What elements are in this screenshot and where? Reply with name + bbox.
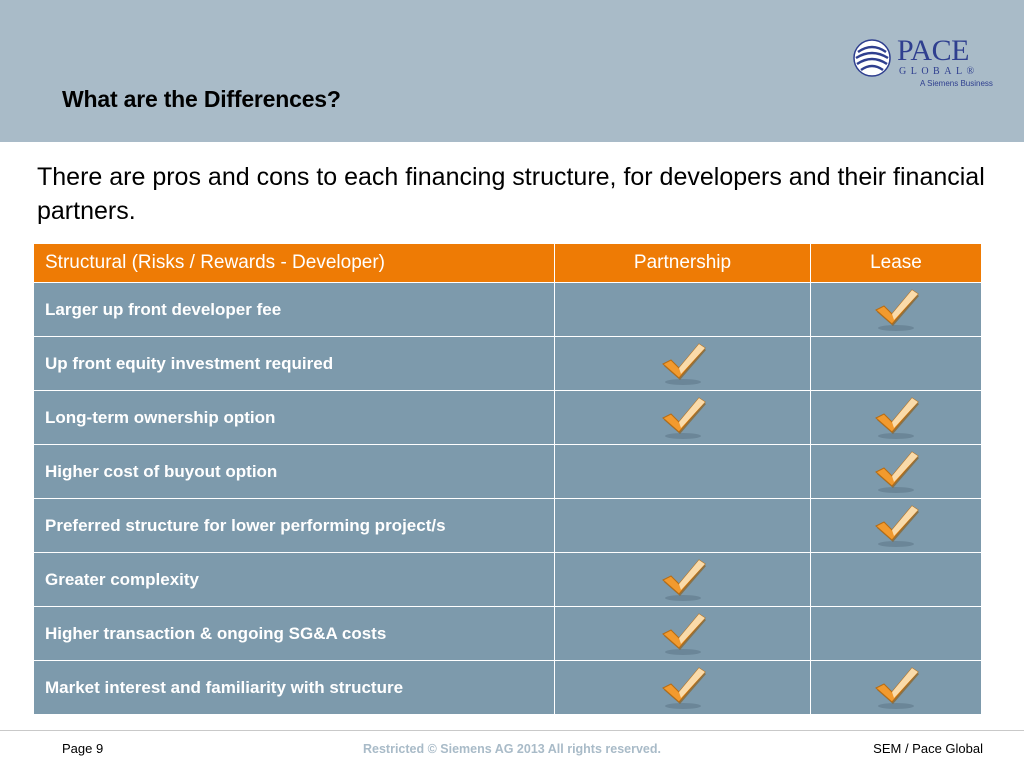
cell-lease	[810, 336, 982, 391]
table-row: Up front equity investment required	[33, 336, 982, 391]
row-label: Market interest and familiarity with str…	[33, 660, 555, 715]
row-label: Up front equity investment required	[33, 336, 555, 391]
table-row: Larger up front developer fee	[33, 282, 982, 337]
checkmark-icon	[661, 558, 706, 601]
cell-lease	[810, 606, 982, 661]
logo-subtitle: GLOBAL®	[899, 66, 979, 77]
cell-lease	[810, 282, 982, 337]
header-structural: Structural (Risks / Rewards - Developer)	[33, 243, 555, 283]
cell-partnership	[554, 444, 811, 499]
table-row: Long-term ownership option	[33, 390, 982, 445]
table-row: Preferred structure for lower performing…	[33, 498, 982, 553]
row-label: Higher transaction & ongoing SG&A costs	[33, 606, 555, 661]
pace-global-globe-icon	[853, 39, 891, 77]
cell-partnership	[554, 660, 811, 715]
cell-partnership	[554, 390, 811, 445]
page-number: Page 9	[62, 741, 104, 756]
table-row: Higher cost of buyout option	[33, 444, 982, 499]
table-row: Greater complexity	[33, 552, 982, 607]
header-lease: Lease	[810, 243, 982, 283]
cell-lease	[810, 444, 982, 499]
checkmark-icon	[875, 666, 919, 709]
cell-lease	[810, 390, 982, 445]
logo-wordmark: PACE	[897, 34, 969, 67]
comparison-table: Structural (Risks / Rewards - Developer)…	[33, 243, 982, 715]
cell-lease	[810, 660, 982, 715]
checkmark-icon	[661, 666, 706, 709]
checkmark-icon	[875, 396, 919, 439]
row-label: Larger up front developer fee	[33, 282, 555, 337]
table-row: Higher transaction & ongoing SG&A costs	[33, 606, 982, 661]
cell-partnership	[554, 498, 811, 553]
slide-header: What are the Differences? PACE GLOBAL® A…	[0, 0, 1024, 142]
checkmark-icon	[661, 612, 706, 655]
cell-partnership	[554, 282, 811, 337]
checkmark-icon	[661, 342, 706, 385]
cell-partnership	[554, 552, 811, 607]
row-label: Preferred structure for lower performing…	[33, 498, 555, 553]
intro-text: There are pros and cons to each financin…	[37, 163, 985, 225]
row-label: Higher cost of buyout option	[33, 444, 555, 499]
checkmark-icon	[661, 396, 706, 439]
cell-partnership	[554, 336, 811, 391]
row-label: Long-term ownership option	[33, 390, 555, 445]
cell-lease	[810, 552, 982, 607]
copyright-notice: Restricted © Siemens AG 2013 All rights …	[363, 742, 661, 756]
slide-title: What are the Differences?	[62, 86, 341, 112]
logo-tagline: A Siemens Business	[920, 79, 993, 88]
checkmark-icon	[875, 450, 919, 493]
footer-owner: SEM / Pace Global	[873, 741, 983, 756]
row-label: Greater complexity	[33, 552, 555, 607]
checkmark-icon	[875, 288, 919, 331]
pace-global-logo: PACE GLOBAL® A Siemens Business	[850, 34, 993, 92]
table-header-row: Structural (Risks / Rewards - Developer)…	[33, 243, 982, 283]
header-partnership: Partnership	[554, 243, 811, 283]
cell-partnership	[554, 606, 811, 661]
cell-lease	[810, 498, 982, 553]
footer-divider	[0, 730, 1024, 731]
checkmark-icon	[875, 504, 919, 547]
table-row: Market interest and familiarity with str…	[33, 660, 982, 715]
